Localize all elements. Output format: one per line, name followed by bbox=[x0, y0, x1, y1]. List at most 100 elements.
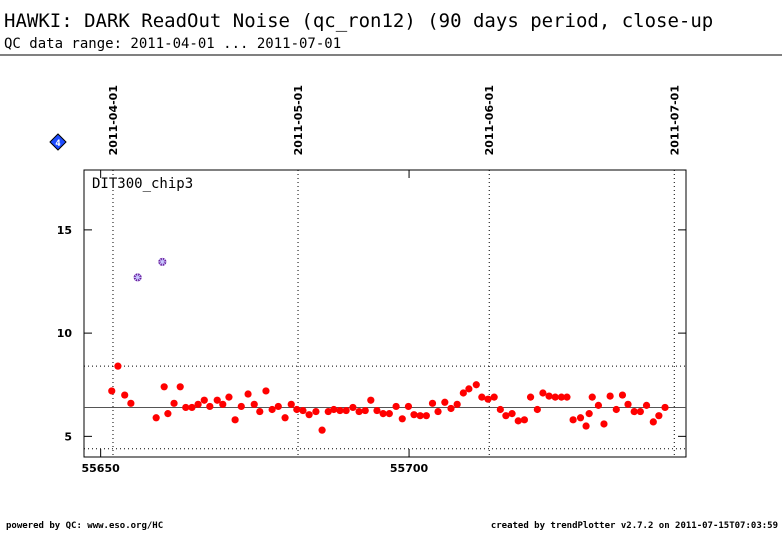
data-point bbox=[526, 393, 535, 401]
plot-frame bbox=[83, 169, 687, 458]
data-point bbox=[490, 393, 498, 401]
data-point bbox=[569, 416, 577, 424]
data-point bbox=[551, 393, 559, 401]
panel-label: DIT300_chip3 bbox=[92, 176, 193, 192]
data-point bbox=[194, 400, 202, 408]
data-point bbox=[404, 402, 413, 411]
data-point bbox=[392, 402, 400, 411]
outlier-star bbox=[133, 273, 142, 282]
data-point bbox=[274, 402, 282, 411]
data-point bbox=[312, 407, 320, 416]
data-point bbox=[361, 406, 369, 415]
data-point bbox=[237, 402, 245, 411]
data-point bbox=[355, 407, 363, 416]
data-point bbox=[336, 406, 344, 415]
data-point bbox=[127, 399, 135, 407]
data-point bbox=[416, 412, 424, 420]
data-point bbox=[182, 403, 190, 412]
data-point bbox=[373, 406, 381, 415]
data-point bbox=[206, 402, 214, 411]
data-point bbox=[533, 405, 541, 414]
data-point bbox=[160, 383, 168, 391]
data-point bbox=[514, 417, 522, 425]
data-point bbox=[520, 416, 528, 424]
data-point bbox=[453, 400, 461, 408]
y-tick-label: 15 bbox=[57, 224, 72, 237]
data-point bbox=[170, 399, 178, 407]
data-point bbox=[256, 407, 264, 416]
data-point bbox=[545, 392, 553, 400]
data-point bbox=[539, 389, 547, 397]
data-point bbox=[472, 381, 480, 389]
data-point bbox=[630, 407, 638, 416]
data-point bbox=[114, 362, 122, 370]
data-point bbox=[367, 396, 375, 404]
data-point bbox=[398, 415, 406, 423]
badge-icon bbox=[49, 133, 67, 151]
data-point bbox=[305, 411, 313, 419]
data-point bbox=[152, 414, 160, 422]
data-point bbox=[642, 401, 651, 409]
data-point bbox=[508, 410, 516, 418]
data-point bbox=[219, 400, 227, 408]
data-point bbox=[447, 404, 455, 413]
footer-right: created by trendPlotter v2.7.2 on 2011-0… bbox=[491, 521, 778, 531]
data-point bbox=[576, 414, 585, 422]
chart-title: HAWKI: DARK ReadOut Noise (qc_ron12) (90… bbox=[4, 10, 713, 32]
chart-subtitle: QC data range: 2011-04-01 ... 2011-07-01 bbox=[4, 36, 341, 52]
footer-left: powered by QC: www.eso.org/HC bbox=[6, 521, 163, 531]
data-point bbox=[496, 405, 504, 414]
data-point bbox=[428, 399, 437, 407]
data-point bbox=[655, 412, 663, 420]
data-point bbox=[293, 405, 301, 414]
data-point bbox=[588, 393, 596, 401]
data-point bbox=[478, 393, 486, 401]
data-point bbox=[582, 422, 590, 430]
y-tick-label: 10 bbox=[57, 327, 73, 340]
data-point bbox=[176, 383, 184, 391]
y-tick-label: 5 bbox=[64, 430, 72, 443]
data-point bbox=[563, 393, 571, 401]
data-point bbox=[606, 392, 614, 400]
badge-text: 4 bbox=[55, 139, 61, 149]
data-point bbox=[557, 393, 566, 401]
data-point bbox=[231, 416, 239, 424]
data-point bbox=[385, 410, 393, 418]
data-point bbox=[379, 410, 387, 418]
data-point bbox=[268, 405, 276, 414]
data-point bbox=[600, 420, 608, 428]
data-point bbox=[441, 398, 449, 406]
date-label: 2011-07-01 bbox=[668, 85, 681, 155]
data-point bbox=[225, 393, 233, 401]
data-point bbox=[262, 387, 270, 395]
data-point bbox=[287, 400, 295, 408]
data-point bbox=[349, 403, 357, 412]
data-point bbox=[484, 395, 492, 403]
data-point bbox=[649, 418, 657, 426]
data-point bbox=[250, 400, 258, 408]
data-point bbox=[594, 401, 603, 409]
data-point bbox=[434, 407, 442, 416]
data-point bbox=[244, 390, 252, 398]
data-point bbox=[342, 406, 350, 415]
data-point bbox=[299, 406, 307, 415]
data-point bbox=[585, 410, 593, 418]
data-point bbox=[636, 407, 644, 416]
x-tick-label: 55700 bbox=[390, 462, 429, 475]
data-point bbox=[324, 407, 332, 416]
data-point bbox=[612, 405, 620, 414]
data-point bbox=[661, 403, 669, 412]
x-tick-label: 55650 bbox=[82, 462, 121, 475]
data-point bbox=[465, 385, 473, 393]
data-point bbox=[422, 412, 430, 420]
date-label: 2011-04-01 bbox=[107, 85, 120, 155]
data-point bbox=[410, 411, 418, 419]
data-point bbox=[330, 405, 338, 414]
data-point bbox=[108, 387, 116, 395]
data-point bbox=[281, 414, 289, 422]
data-point bbox=[200, 396, 208, 404]
data-point bbox=[188, 403, 196, 412]
data-point bbox=[624, 400, 632, 408]
outlier-star bbox=[158, 257, 167, 266]
